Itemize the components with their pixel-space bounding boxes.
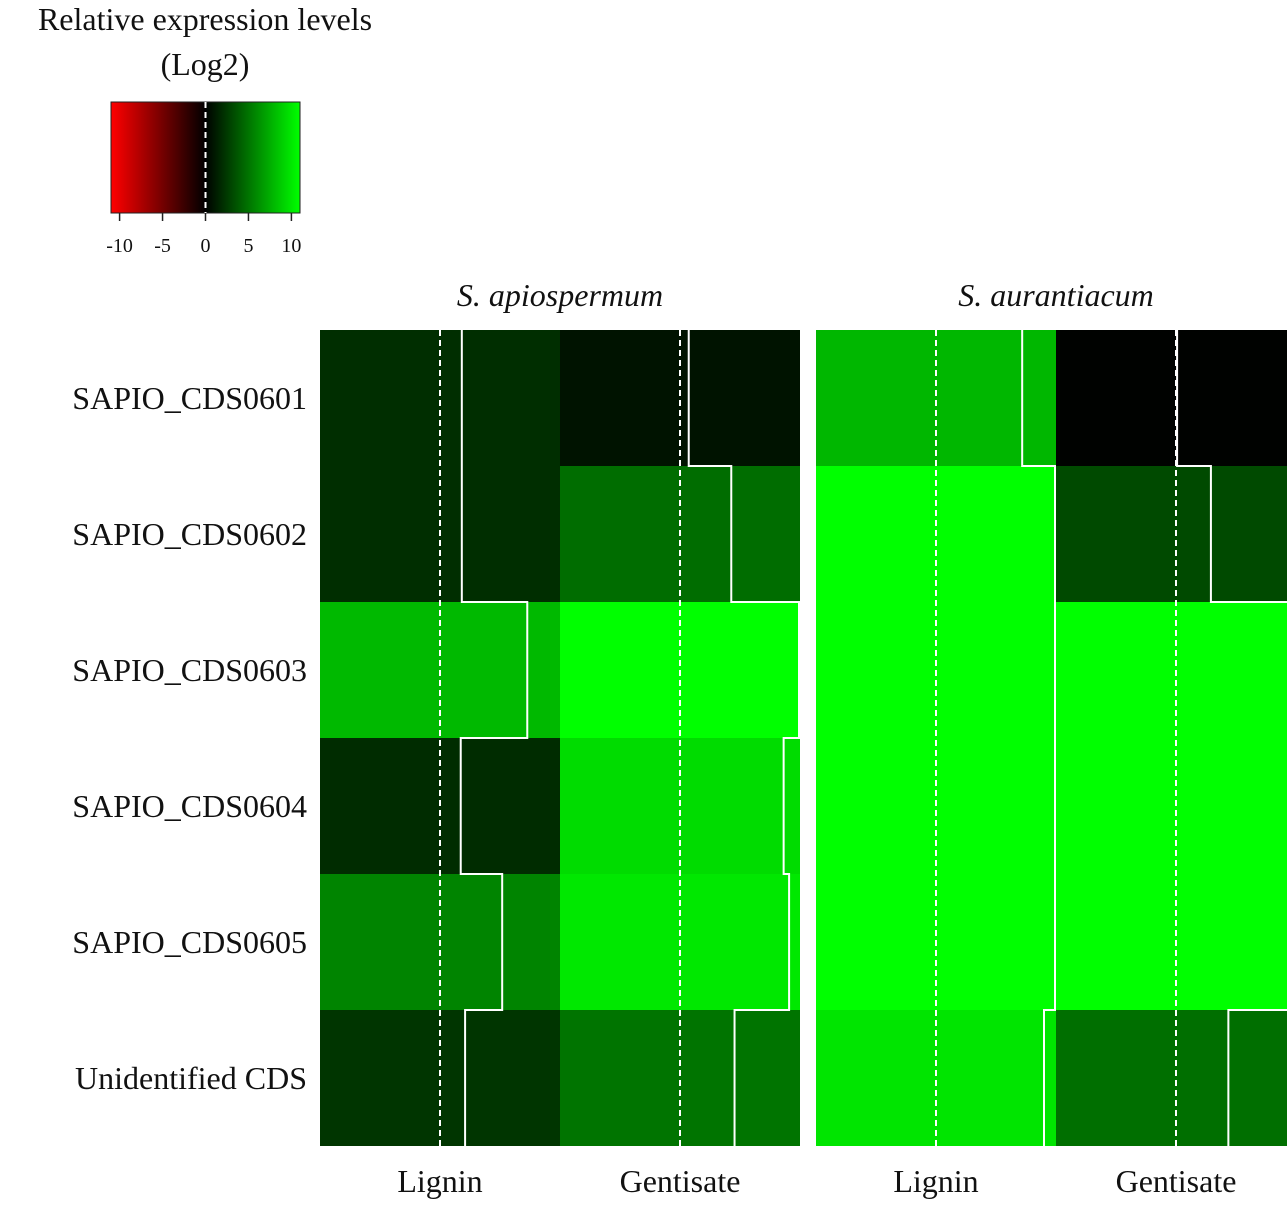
colorbar-legend: Relative expression levels (Log2) -10 -5 0… — [38, 1, 372, 257]
column-label-0-1: Gentisate — [620, 1163, 741, 1199]
trace-line-0-1 — [687, 330, 800, 1146]
row-label-1: SAPIO_CDS0602 — [72, 516, 307, 552]
row-label-3: SAPIO_CDS0604 — [72, 788, 307, 824]
panel-0: S. apiospermum Lignin Gentisate — [320, 277, 800, 1199]
trace-line-0-0 — [459, 330, 529, 1146]
colorbar-subtitle: (Log2) — [161, 46, 250, 82]
row-label-4: SAPIO_CDS0605 — [72, 924, 307, 960]
colorbar-tick-label-3: 5 — [243, 235, 253, 257]
trace-line-1-1 — [1176, 330, 1287, 1146]
trace-line-1-0 — [1021, 330, 1056, 1146]
panel-title-0: S. apiospermum — [457, 277, 663, 313]
colorbar-tick-label-4: 10 — [281, 235, 301, 257]
column-label-0-0: Lignin — [397, 1163, 482, 1199]
cell-1-0-1 — [1056, 330, 1287, 466]
cell-1-4-1 — [1056, 874, 1287, 1010]
panel-1: S. aurantiacum Lignin Gentisate — [816, 277, 1287, 1199]
row-labels: SAPIO_CDS0601 SAPIO_CDS0602 SAPIO_CDS0603 S… — [72, 380, 307, 1096]
row-label-2: SAPIO_CDS0603 — [72, 652, 307, 688]
colorbar-tick-label-0: -10 — [106, 235, 133, 257]
row-label-5: Unidentified CDS — [75, 1060, 307, 1096]
column-label-1-1: Gentisate — [1116, 1163, 1237, 1199]
cell-1-2-1 — [1056, 602, 1287, 738]
cell-1-1-1 — [1056, 466, 1287, 602]
colorbar-title: Relative expression levels — [38, 1, 372, 37]
colorbar-ticks: -10 -5 0 5 10 — [106, 213, 301, 257]
column-label-1-0: Lignin — [893, 1163, 978, 1199]
panel-title-1: S. aurantiacum — [958, 277, 1154, 313]
row-label-0: SAPIO_CDS0601 — [72, 380, 307, 416]
cell-1-5-1 — [1056, 1010, 1287, 1146]
colorbar-tick-label-1: -5 — [154, 235, 171, 257]
colorbar-tick-label-2: 0 — [201, 235, 211, 257]
cell-1-3-1 — [1056, 738, 1287, 874]
